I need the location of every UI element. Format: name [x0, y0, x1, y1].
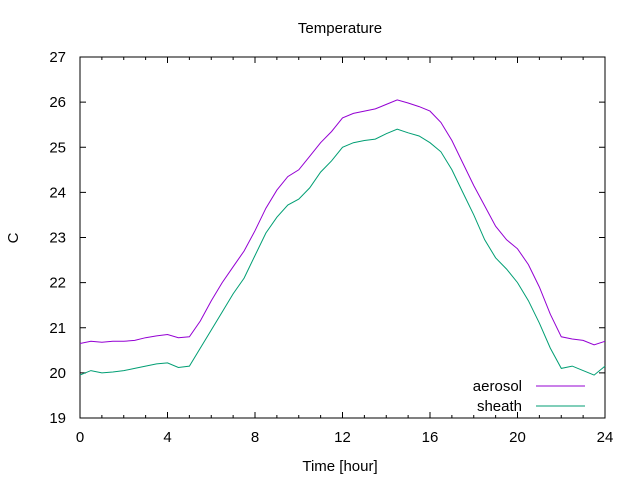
series-line-aerosol	[79, 99, 606, 346]
x-tick-label: 8	[251, 429, 259, 446]
y-tick-label: 23	[49, 230, 66, 247]
x-axis-label: Time [hour]	[302, 458, 377, 475]
y-tick-label: 19	[49, 410, 66, 427]
y-tick-label: 26	[49, 94, 66, 111]
x-tick-label: 16	[422, 429, 439, 446]
x-tick-label: 24	[597, 429, 614, 446]
x-tick-label: 4	[163, 429, 171, 446]
legend-label-sheath: sheath	[477, 398, 522, 415]
y-tick-label: 27	[49, 49, 66, 66]
y-tick-label: 20	[49, 365, 66, 382]
chart-title: Temperature	[298, 20, 382, 37]
y-tick-label: 24	[49, 184, 66, 201]
legend-label-aerosol: aerosol	[473, 378, 522, 395]
y-tick-label: 21	[49, 320, 66, 337]
series-layer	[79, 99, 606, 376]
x-tick-label: 0	[76, 429, 84, 446]
x-tick-label: 12	[334, 429, 351, 446]
y-tick-label: 25	[49, 139, 66, 156]
y-tick-label: 22	[49, 275, 66, 292]
axes: 0 4 8 12 16 20 24 19 20 21 22 23 24 25 26 27	[49, 49, 613, 446]
series-line-sheath	[79, 128, 606, 376]
x-tick-label: 20	[509, 429, 526, 446]
legend: aerosol sheath	[473, 378, 585, 415]
y-axis-label: C	[5, 232, 22, 243]
